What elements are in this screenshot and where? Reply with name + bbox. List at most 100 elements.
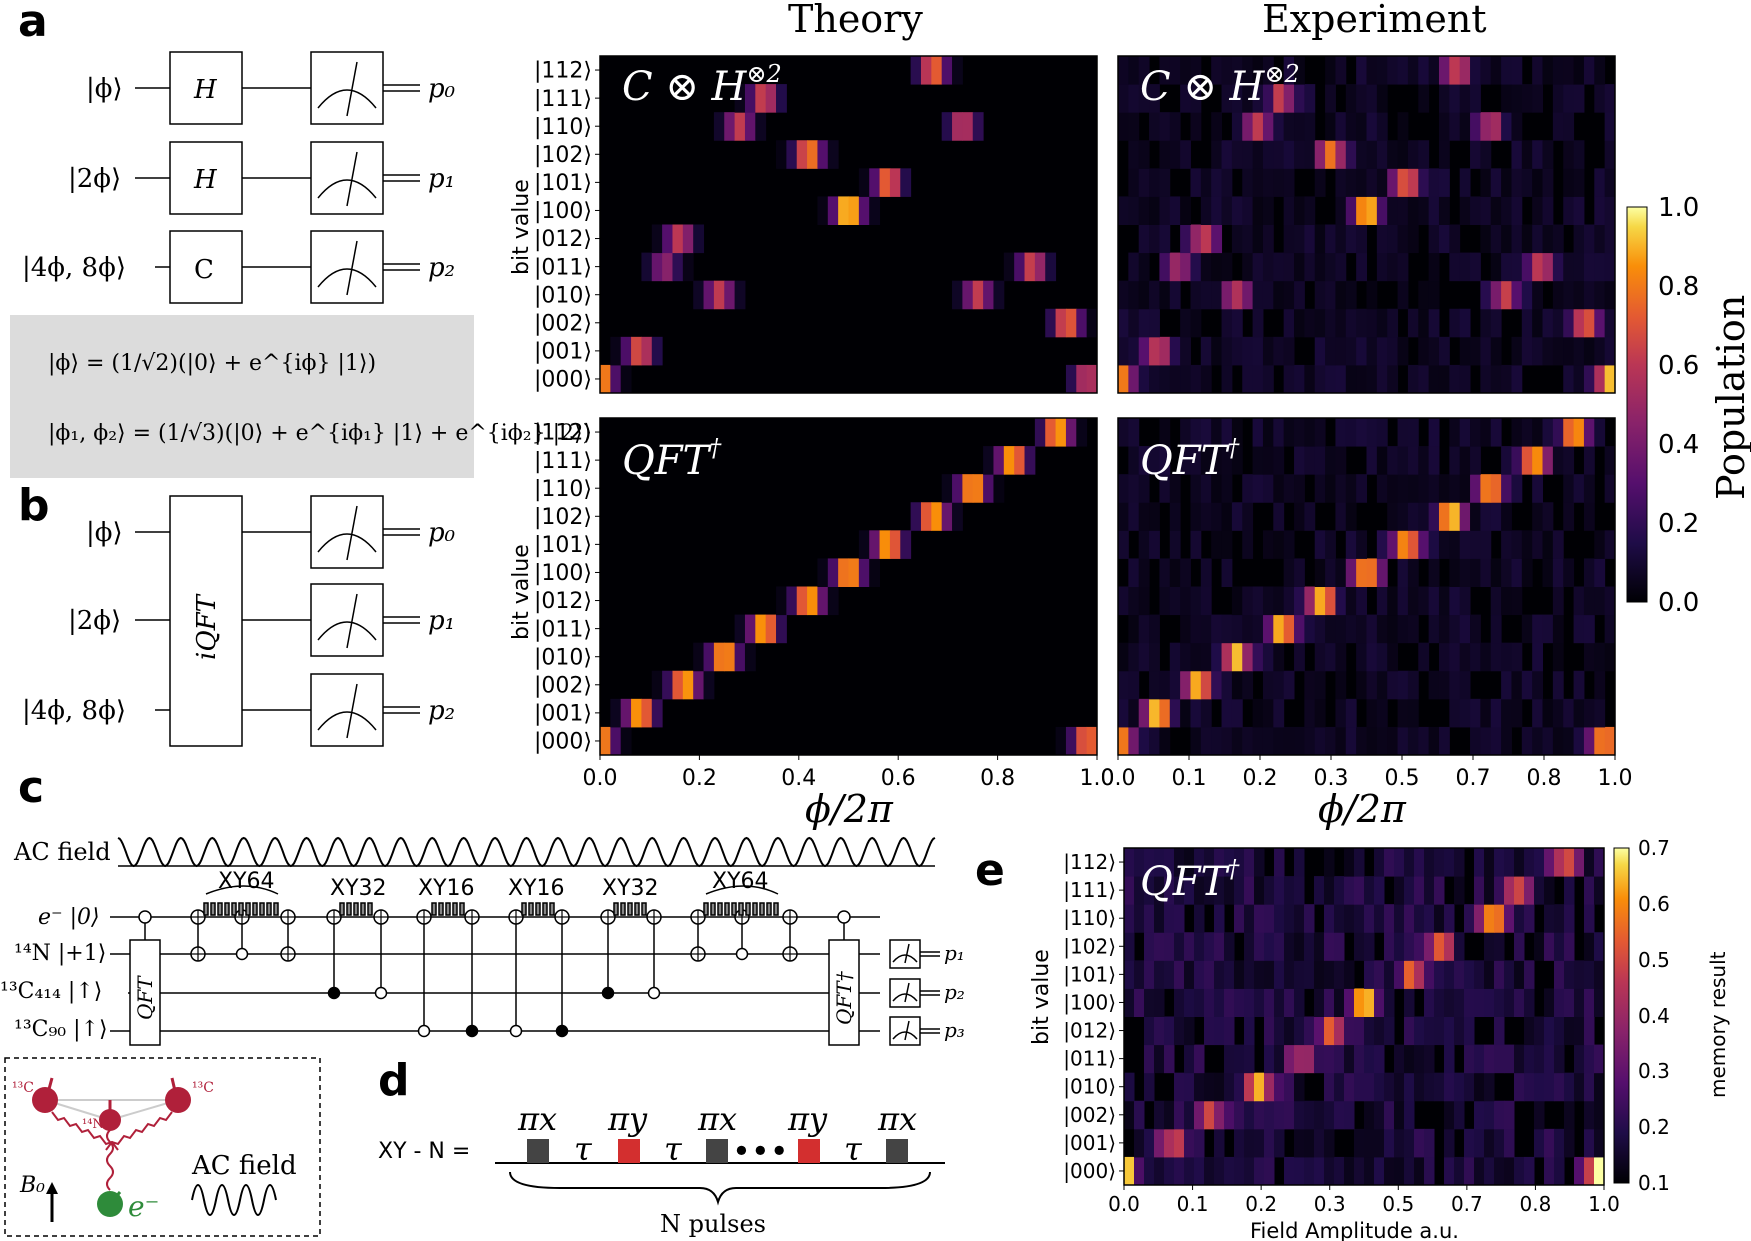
heatmap-cell <box>600 364 611 394</box>
heatmap-cell <box>1387 168 1399 197</box>
heatmap-cell <box>1144 932 1155 961</box>
heatmap-cell <box>1480 558 1492 587</box>
heatmap-cell <box>1325 530 1336 559</box>
heatmap-cell <box>693 642 705 672</box>
heatmap-cell <box>1484 1072 1495 1102</box>
x-tick-label: 1.0 <box>1080 766 1115 791</box>
heatmap-cell <box>1438 530 1450 559</box>
heatmap-cell <box>610 726 622 756</box>
heatmap-cell <box>1335 558 1347 587</box>
heatmap-cell <box>693 224 705 254</box>
heatmap-cell <box>1164 1044 1175 1074</box>
heatmap-cell <box>1231 446 1243 475</box>
ac-field-label: AC field <box>13 838 111 866</box>
heatmap-cell <box>1501 280 1512 310</box>
heatmap-cell <box>1444 904 1455 933</box>
heatmap-cell <box>1438 56 1450 85</box>
heatmap-cell <box>1214 1072 1225 1102</box>
heatmap-cell <box>672 224 684 254</box>
heatmap-cell <box>1124 1100 1135 1130</box>
heatmap-cell <box>1242 336 1254 366</box>
heatmap-cell <box>1221 418 1233 447</box>
heatmap-cell <box>1474 1044 1485 1074</box>
heatmap-cell <box>1273 252 1285 282</box>
heatmap-cell <box>610 336 622 366</box>
heatmap-cell <box>1354 1044 1365 1074</box>
heatmap-cell <box>1254 988 1265 1017</box>
heatmap-cell <box>1221 670 1233 700</box>
heatmap-cell <box>1174 988 1185 1017</box>
heatmap-cell <box>1273 168 1285 197</box>
heatmap-cell <box>1144 876 1155 905</box>
heatmap-cell <box>1544 876 1555 905</box>
heatmap-cell <box>1180 252 1191 282</box>
y-tick-label: |111⟩ <box>534 87 592 112</box>
heatmap-cell <box>1459 558 1471 587</box>
heatmap-cell <box>1284 988 1295 1017</box>
heatmap-cell <box>1204 988 1215 1017</box>
heatmap-cell <box>1345 586 1357 616</box>
heatmap-cell <box>1231 112 1243 141</box>
input-2phi: |2ϕ⟩ <box>68 164 121 194</box>
heatmap-cell <box>1273 84 1285 113</box>
heatmap-cell <box>1356 336 1367 366</box>
heatmap-cell <box>1424 960 1435 989</box>
heatmap-cell <box>1124 904 1135 933</box>
heatmap-cell <box>1244 1128 1255 1158</box>
heatmap-cell <box>1045 308 1057 338</box>
heatmap-cell <box>1244 1072 1255 1102</box>
heatmap-cell <box>1356 474 1367 503</box>
heatmap-cell <box>1501 726 1512 756</box>
heatmap-cell <box>1554 904 1565 933</box>
heatmap-cell <box>1604 112 1616 141</box>
heatmap-cell <box>1604 474 1616 503</box>
heatmap-cell <box>1594 530 1606 559</box>
heatmap-cell <box>941 112 953 141</box>
heatmap-cell <box>1366 196 1378 225</box>
heatmap-cell <box>1407 168 1419 197</box>
heatmap-cell <box>1214 988 1225 1017</box>
heatmap-cell <box>1149 280 1160 310</box>
y-tick-label: |011⟩ <box>534 255 592 280</box>
heatmap-frame <box>1117 55 1616 394</box>
heatmap-cell <box>1154 904 1165 933</box>
dd-pulse <box>245 902 251 916</box>
heatmap-cell <box>952 474 963 503</box>
heatmap-cell <box>1573 84 1585 113</box>
heatmap-cell <box>1262 140 1274 169</box>
heatmap-cell <box>1364 932 1375 961</box>
heatmap-cell <box>1470 196 1481 225</box>
heatmap-cell <box>1262 614 1274 644</box>
heatmap-cell <box>1511 670 1523 700</box>
heatmap-cell <box>1264 876 1275 905</box>
heatmap-cell <box>1354 1128 1365 1158</box>
heatmap-cell <box>1364 1044 1375 1074</box>
heatmap-cell <box>1344 1016 1355 1046</box>
heatmap-cell <box>1554 1016 1565 1046</box>
gate-h-1: H <box>193 75 218 105</box>
heatmap-cell <box>1594 224 1606 254</box>
heatmap-cell <box>1252 614 1264 644</box>
heatmap-cell <box>744 84 756 113</box>
heatmap-cell <box>1190 418 1202 447</box>
heatmap-cell <box>1424 904 1435 933</box>
heatmap-cell <box>1231 670 1243 700</box>
qubit-n14: ¹⁴N |+1⟩ <box>14 941 106 966</box>
heatmap-cell <box>1294 558 1305 587</box>
heatmap-cell <box>1283 168 1295 197</box>
y-tick-label: |002⟩ <box>534 673 592 698</box>
output-p1: p₁ <box>428 164 455 194</box>
dd-pulse <box>224 902 230 916</box>
heatmap-cell <box>1254 876 1265 905</box>
heatmap-cell <box>1514 1072 1525 1102</box>
heatmap-cell <box>1573 252 1585 282</box>
heatmap-cell <box>1335 670 1347 700</box>
heatmap-cell <box>1344 1100 1355 1130</box>
heatmap-cell <box>1594 1044 1605 1074</box>
heatmap-cell <box>1356 308 1367 338</box>
heatmap-cell <box>1200 280 1212 310</box>
heatmap-cell <box>1174 1156 1185 1186</box>
heatmap-cell <box>1194 1100 1205 1130</box>
heatmap-cell <box>1366 726 1378 756</box>
heatmap-cell <box>1521 614 1533 644</box>
